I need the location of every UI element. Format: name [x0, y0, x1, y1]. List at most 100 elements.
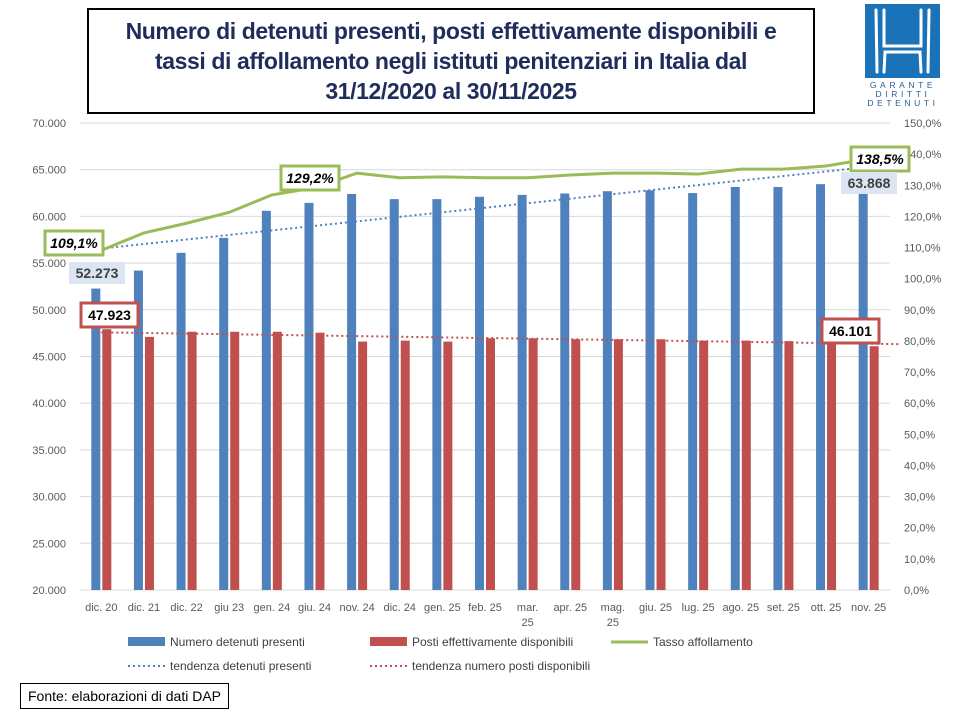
label-first-blue-box: [69, 262, 125, 284]
bar-posti: [400, 340, 410, 590]
source-note: Fonte: elaborazioni di dati DAP: [20, 683, 229, 709]
bar-posti: [230, 331, 240, 590]
line-tasso-affollamento: [100, 157, 869, 252]
x-tick-label: gen. 24: [253, 602, 290, 614]
y-left-tick-label: 20.000: [32, 585, 66, 597]
x-tick-label: giu. 24: [298, 602, 331, 614]
logo-mark-icon: [874, 8, 931, 74]
bar-posti: [869, 346, 879, 590]
garante-logo: [865, 4, 940, 78]
bar-detenuti: [389, 199, 399, 590]
bar-detenuti: [133, 270, 143, 590]
y-right-tick-label: 80,0%: [904, 336, 935, 348]
bar-posti: [613, 339, 623, 590]
trend-posti: [96, 331, 899, 346]
label-last-rate-box: [849, 145, 911, 173]
y-right-tick-label: 70,0%: [904, 367, 935, 379]
bar-posti: [827, 341, 837, 590]
x-tick-label: mag.: [601, 602, 625, 614]
legend-label: tendenza detenuti presenti: [170, 659, 311, 673]
x-tick-label: dic. 22: [170, 602, 202, 614]
legend-label: Numero detenuti presenti: [170, 635, 305, 649]
x-tick-label: dic. 24: [384, 602, 416, 614]
chart-title: Numero di detenuti presenti, posti effet…: [125, 18, 777, 104]
y-left-tick-label: 40.000: [32, 398, 66, 410]
label-first-red-box: [79, 301, 140, 329]
legend-label: Posti effettivamente disponibili: [412, 635, 573, 649]
x-tick-label: giu. 25: [639, 602, 672, 614]
label-first-rate-box: [43, 229, 105, 257]
x-tick-label: ott. 25: [811, 602, 842, 614]
bar-posti: [187, 331, 197, 590]
x-tick-label: set. 25: [767, 602, 800, 614]
y-left-tick-label: 45.000: [32, 352, 66, 364]
y-right-tick-label: 40,0%: [904, 460, 935, 472]
chart-title-box: Numero di detenuti presenti, posti effet…: [87, 8, 815, 114]
logo-text: GARANTE DIRITTI DETENUTI: [867, 80, 939, 108]
x-tick-label: dic. 20: [85, 602, 117, 614]
bar-detenuti: [176, 252, 186, 591]
y-left-tick-label: 25.000: [32, 538, 66, 550]
bar-detenuti: [560, 193, 570, 590]
y-right-tick-label: 100,0%: [904, 274, 942, 286]
legend-label: Tasso affollamento: [653, 635, 753, 649]
y-right-tick-label: 50,0%: [904, 429, 935, 441]
bar-posti: [358, 341, 368, 590]
bar-detenuti: [773, 186, 783, 590]
y-right-tick-label: 130,0%: [904, 180, 942, 192]
y-right-tick-label: 10,0%: [904, 554, 935, 566]
label-mid-rate-box: [279, 164, 341, 192]
y-left-tick-label: 50.000: [32, 305, 66, 317]
label-last-red: 46.101: [829, 323, 872, 339]
bar-posti: [315, 332, 325, 590]
y-right-tick-label: 90,0%: [904, 305, 935, 317]
x-tick-label: lug. 25: [682, 602, 715, 614]
bar-detenuti: [688, 193, 698, 591]
bar-detenuti: [602, 191, 612, 590]
x-tick-label: 25: [607, 617, 619, 629]
bar-posti: [571, 339, 581, 590]
bar-posti: [699, 340, 709, 590]
x-tick-label: apr. 25: [553, 602, 587, 614]
y-right-tick-label: 150,0%: [904, 118, 942, 130]
bar-detenuti: [91, 288, 101, 590]
x-tick-label: feb. 25: [468, 602, 502, 614]
bar-detenuti: [645, 190, 655, 591]
legend-label: tendenza numero posti disponibili: [412, 659, 590, 673]
x-tick-label: nov. 24: [339, 602, 374, 614]
bar-posti: [741, 340, 751, 590]
bar-detenuti: [730, 186, 740, 590]
x-tick-label: dic. 21: [128, 602, 160, 614]
bar-detenuti: [219, 237, 229, 590]
bar-posti: [443, 341, 453, 590]
bar-detenuti: [432, 199, 442, 590]
bar-posti: [144, 336, 154, 590]
x-tick-label: giu 23: [214, 602, 244, 614]
x-tick-label: nov. 25: [851, 602, 886, 614]
y-left-tick-label: 60.000: [32, 211, 66, 223]
bar-detenuti: [816, 184, 826, 590]
label-first-blue: 52.273: [76, 265, 119, 281]
y-left-tick-label: 65.000: [32, 165, 66, 177]
label-mid-rate: 129,2%: [286, 170, 334, 186]
legend-swatch: [370, 637, 407, 646]
x-tick-label: ago. 25: [722, 602, 759, 614]
bar-detenuti: [517, 194, 527, 590]
bar-posti: [656, 339, 666, 590]
bar-posti: [486, 338, 495, 590]
y-right-tick-label: 20,0%: [904, 523, 935, 535]
label-last-blue: 63.868: [848, 175, 891, 191]
y-left-tick-label: 30.000: [32, 492, 66, 504]
bar-detenuti: [347, 193, 357, 590]
x-tick-label: 25: [522, 617, 534, 629]
y-right-tick-label: 140,0%: [904, 149, 942, 161]
bar-detenuti: [475, 196, 484, 590]
bar-posti: [528, 338, 538, 590]
y-left-tick-label: 35.000: [32, 445, 66, 457]
legend-swatch: [128, 637, 165, 646]
y-left-tick-label: 70.000: [32, 118, 66, 130]
y-right-tick-label: 110,0%: [904, 243, 941, 255]
bar-posti: [102, 329, 112, 590]
bar-posti: [784, 341, 794, 590]
